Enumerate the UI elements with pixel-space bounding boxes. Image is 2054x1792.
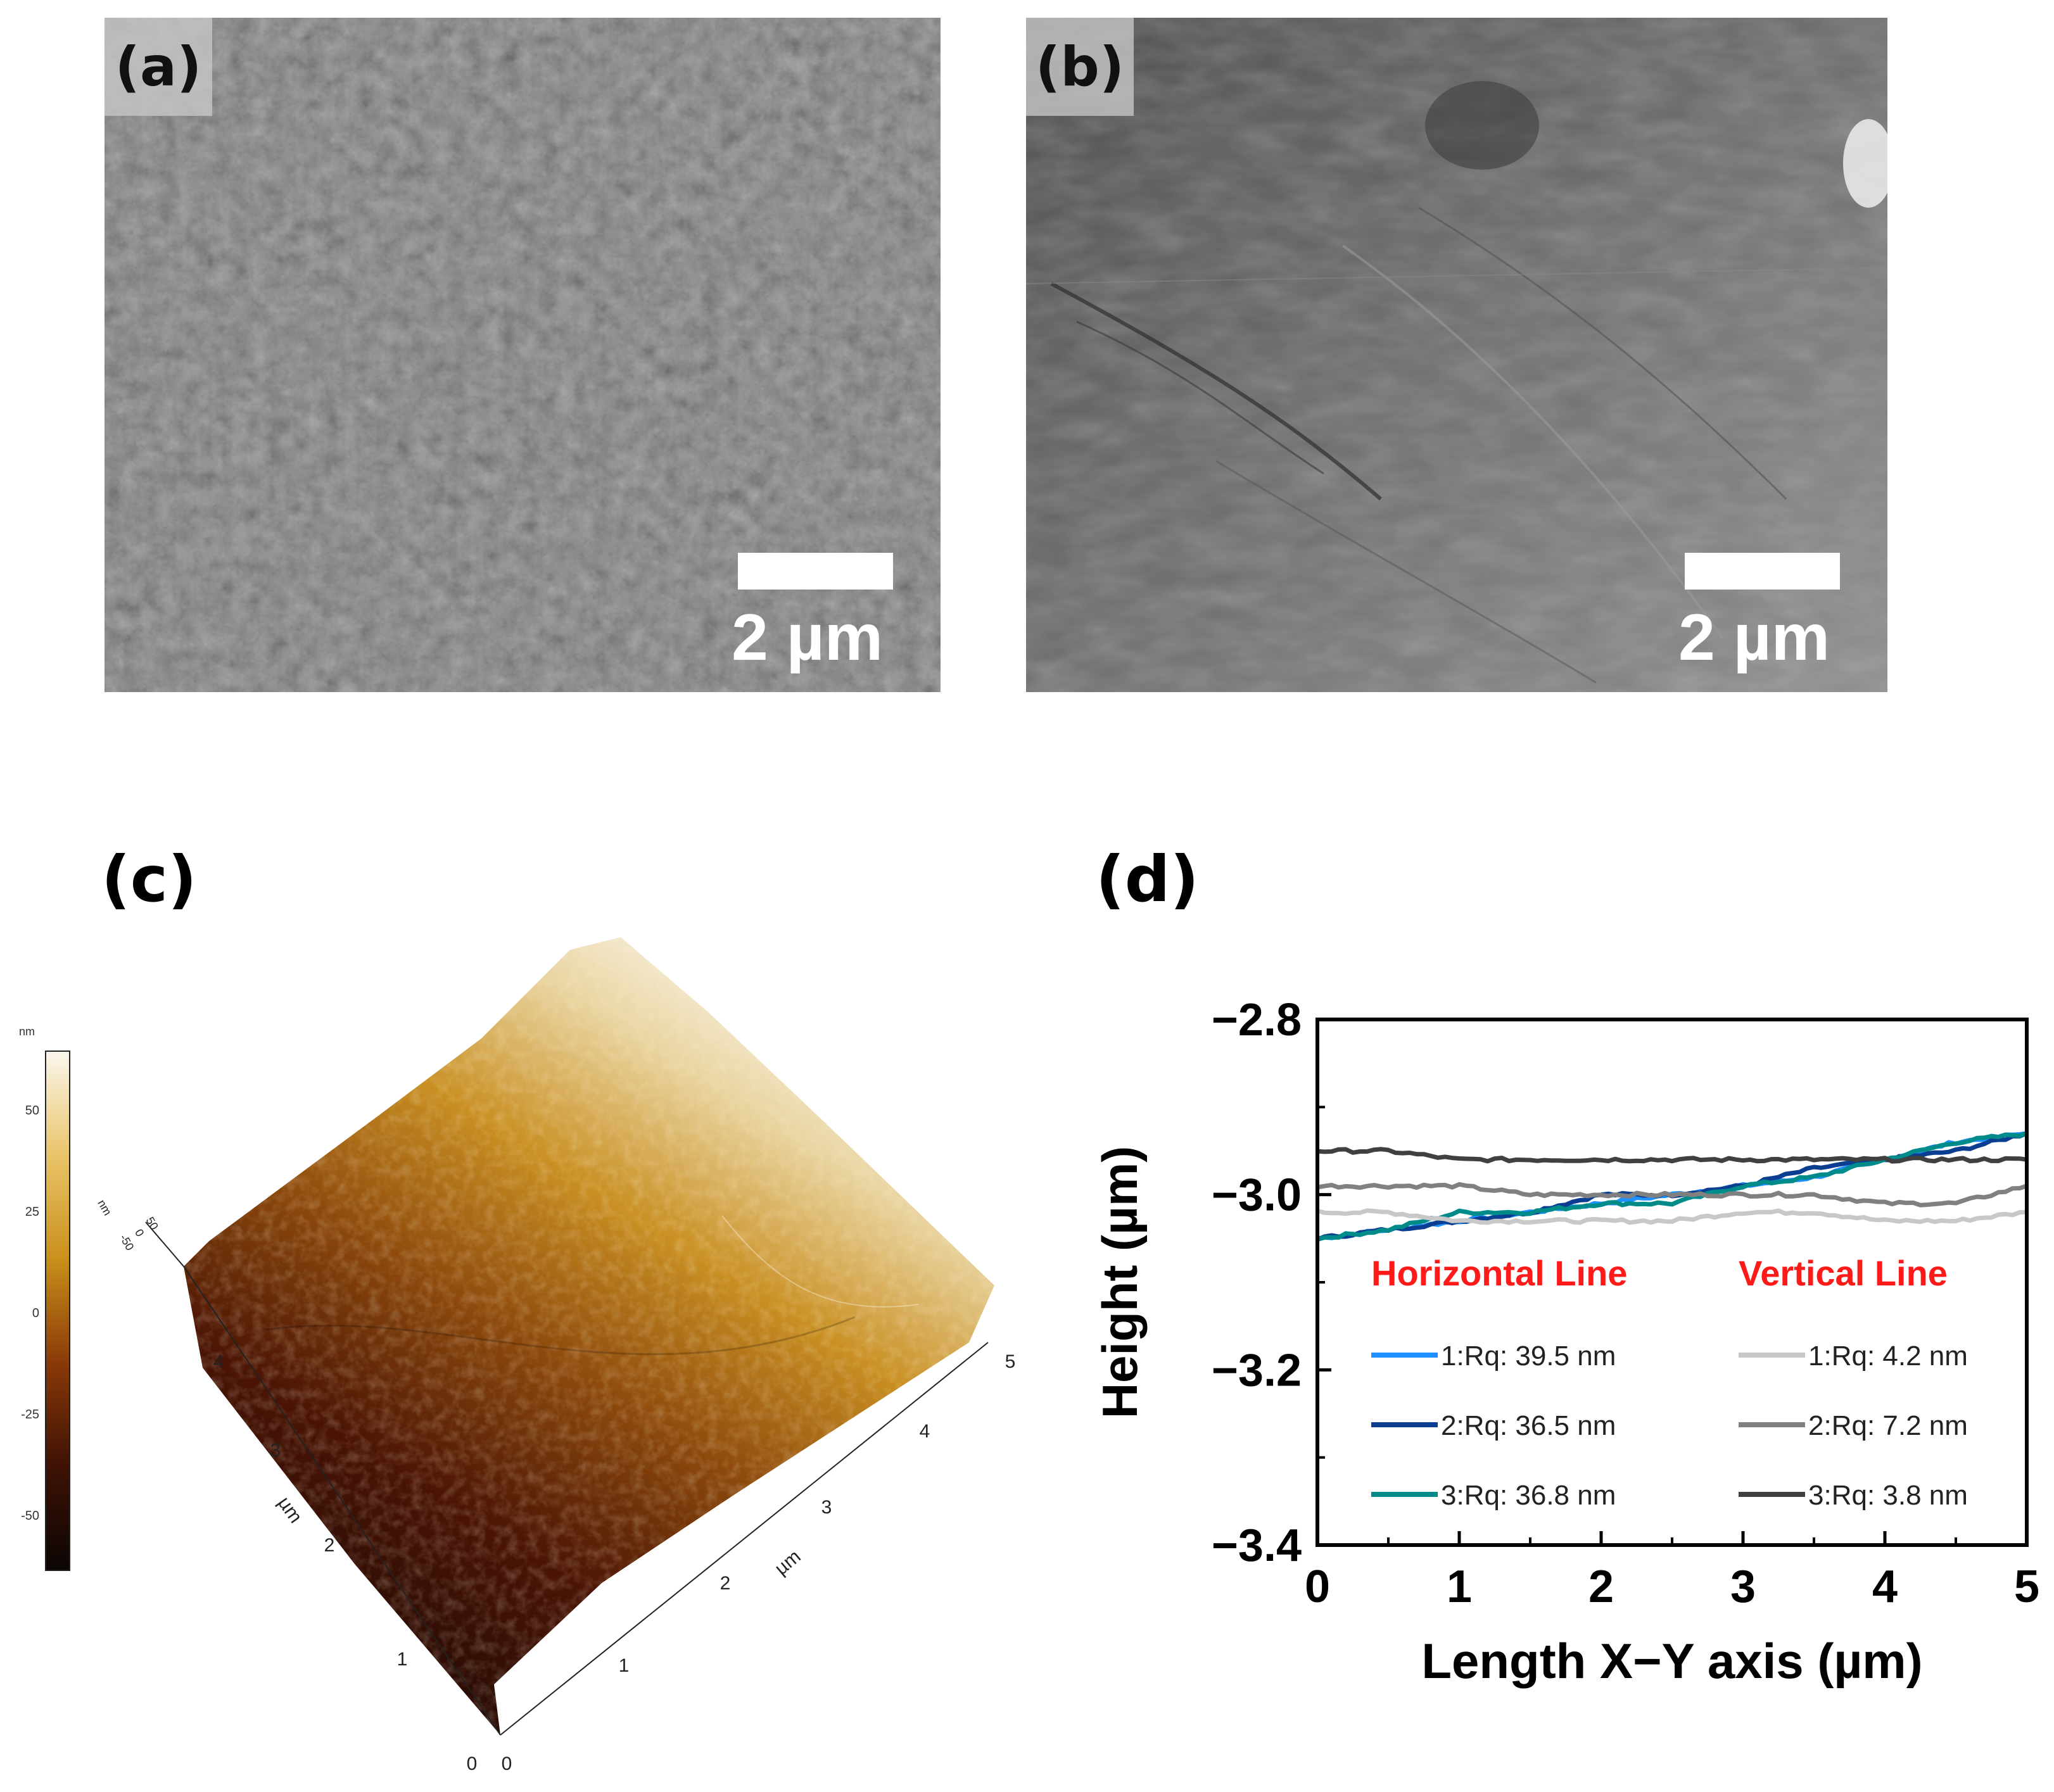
- x-tick-label: 1: [1447, 1562, 1472, 1612]
- scale-bar-label-b: 2 µm: [1678, 601, 1830, 674]
- x-tick-label: 5: [2014, 1562, 2039, 1612]
- afm-x-tick: 3: [821, 1497, 832, 1518]
- sem-texture-b: [1026, 18, 1887, 692]
- colorbar-unit: nm: [19, 1025, 35, 1038]
- legend-label: 2:Rq: 36.5 nm: [1441, 1410, 1616, 1441]
- x-tick-label: 3: [1730, 1562, 1756, 1612]
- afm-x-tick: 0: [502, 1753, 512, 1774]
- afm-x-tick: 5: [1005, 1351, 1016, 1372]
- y-axis-label: Height (µm): [1092, 1146, 1148, 1419]
- afm-x-unit: µm: [771, 1546, 805, 1579]
- x-tick-label: 4: [1872, 1562, 1898, 1612]
- afm-y-axis: [183, 1266, 501, 1736]
- series-line: [1317, 1182, 2028, 1208]
- afm-surface: [184, 937, 994, 1735]
- sem-image-b: (b) 2 µm: [1026, 18, 1887, 692]
- panel-label-d: (d): [1096, 842, 1199, 916]
- afm-3d-map: nm 50 25 0 -25 -50 0 1 2 3 4 5 µm 0 1 2 …: [19, 937, 1016, 1774]
- afm-y-tick: 3: [270, 1440, 281, 1461]
- afm-x-tick: 4: [920, 1421, 930, 1442]
- afm-z-tick: 0: [132, 1227, 146, 1239]
- afm-x-tick: 2: [720, 1573, 731, 1594]
- scale-bar-label-a: 2 µm: [732, 601, 884, 674]
- afm-x-tick: 1: [619, 1655, 630, 1676]
- y-tick-label: −3.2: [1212, 1345, 1302, 1396]
- legend-label: 2:Rq: 7.2 nm: [1808, 1410, 1968, 1441]
- y-tick-label: −3.4: [1212, 1520, 1302, 1571]
- y-tick-label: −2.8: [1212, 995, 1302, 1045]
- scale-bar-b: [1685, 553, 1840, 590]
- afm-y-tick: 0: [467, 1753, 478, 1774]
- colorbar-tick: 50: [25, 1104, 39, 1118]
- legend-group-title: Vertical Line: [1739, 1253, 1948, 1293]
- colorbar-tick: -50: [21, 1509, 39, 1523]
- legend-group-title: Horizontal Line: [1371, 1253, 1627, 1293]
- y-tick-label: −3.0: [1212, 1170, 1302, 1221]
- panel-label-c: (c): [101, 842, 197, 916]
- colorbar: [45, 1051, 70, 1571]
- colorbar-tick: -25: [21, 1408, 39, 1422]
- panel-label-a: (a): [105, 18, 212, 116]
- x-tick-label: 2: [1588, 1562, 1614, 1612]
- afm-z-axis: [145, 1221, 184, 1267]
- panel-label-b: (b): [1026, 18, 1134, 116]
- sem-texture-a: [105, 18, 941, 692]
- x-axis-label: Length X−Y axis (µm): [1421, 1633, 1922, 1689]
- colorbar-tick: 0: [32, 1306, 39, 1320]
- afm-y-tick: 4: [213, 1351, 224, 1372]
- scale-bar-a: [738, 553, 893, 590]
- x-tick-label: 0: [1305, 1562, 1330, 1612]
- series-line: [1317, 1208, 2027, 1225]
- afm-z-tick: 50: [144, 1215, 161, 1232]
- legend-label: 1:Rq: 4.2 nm: [1808, 1341, 1968, 1372]
- afm-y-unit: µm: [274, 1493, 306, 1527]
- height-profile-chart: 0 1 2 3 4 5 −2.8 −3.0 −3.2 −3.4 Length X−Y axis (…: [1092, 995, 2039, 1689]
- colorbar-tick: 25: [25, 1205, 39, 1219]
- series-line: [1317, 1147, 2027, 1164]
- legend-label: 3:Rq: 36.8 nm: [1441, 1480, 1616, 1511]
- legend-label: 1:Rq: 39.5 nm: [1441, 1341, 1616, 1372]
- sem-image-a: (a) 2 µm: [105, 18, 941, 692]
- afm-x-axis: [500, 1342, 989, 1736]
- legend-label: 3:Rq: 3.8 nm: [1808, 1480, 1968, 1511]
- afm-y-tick: 1: [397, 1649, 408, 1670]
- afm-z-unit: nm: [95, 1197, 114, 1218]
- afm-y-tick: 2: [324, 1535, 335, 1556]
